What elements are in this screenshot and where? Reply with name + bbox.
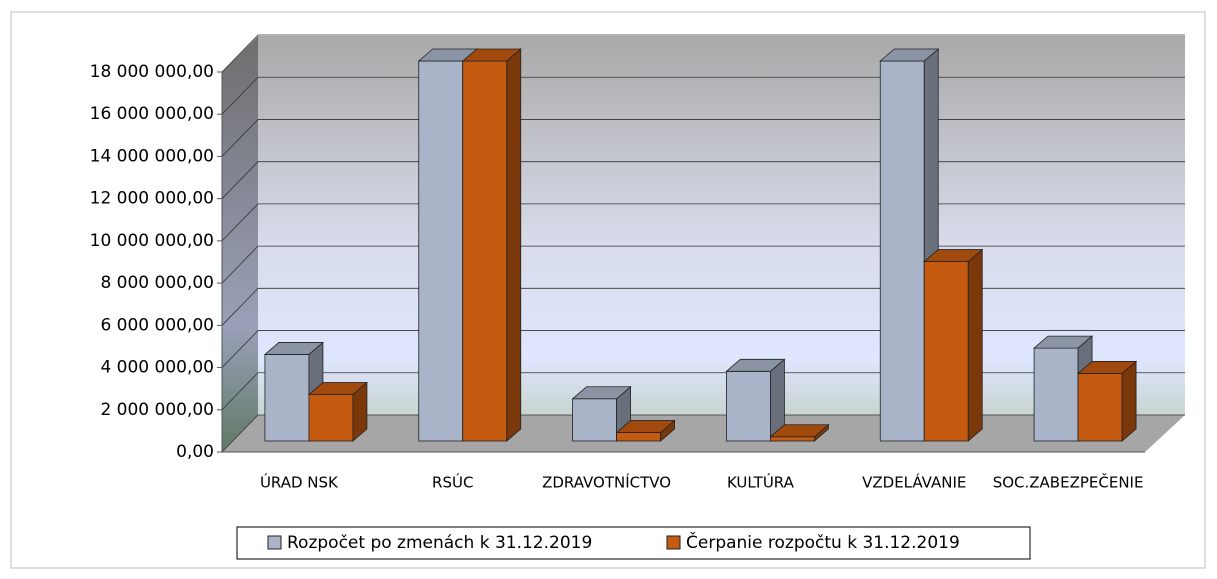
- y-tick-label: 10 000 000,00: [90, 231, 214, 251]
- bar-top: [1033, 335, 1094, 349]
- bar-front: [418, 60, 464, 442]
- bar-top: [263, 342, 324, 355]
- bar-top: [879, 48, 940, 62]
- y-tick-label: 18 000 000,00: [90, 62, 214, 82]
- bar-top: [1077, 361, 1138, 374]
- grid-line: [221, 287, 1185, 326]
- bar-top: [307, 382, 368, 395]
- grid-line: [221, 34, 1185, 73]
- legend-label: Čerpanie rozpočtu k 31.12.2019: [686, 531, 960, 553]
- bar-front: [879, 60, 925, 442]
- bar-side: [967, 248, 983, 442]
- grid-line: [221, 203, 1185, 242]
- bar: [307, 381, 368, 442]
- y-tick-label: 6 000 000,00: [100, 315, 214, 335]
- bar-front: [572, 398, 617, 442]
- y-tick-label: 12 000 000,00: [90, 189, 214, 209]
- bar: [615, 419, 676, 442]
- legend: [236, 526, 1031, 560]
- grid-line: [221, 119, 1185, 157]
- x-tick-label: SOC.ZABEZPEČENIE: [993, 473, 1144, 492]
- bar-front: [1077, 373, 1123, 442]
- legend-swatch: [666, 535, 681, 550]
- bar: [769, 423, 830, 442]
- grid-line: [221, 414, 1185, 453]
- bar-side: [506, 48, 522, 442]
- bar-front: [726, 370, 771, 442]
- y-tick-label: 16 000 000,00: [90, 104, 214, 124]
- bar-top: [615, 420, 676, 433]
- bar-front: [770, 436, 815, 442]
- bar-top: [725, 358, 786, 372]
- bar: [461, 48, 522, 442]
- side-wall: [222, 36, 258, 452]
- x-tick-label: RSÚC: [432, 473, 473, 492]
- y-tick-label: 4 000 000,00: [100, 358, 214, 378]
- x-tick-label: ZDRAVOTNÍCTVO: [542, 473, 671, 492]
- bar-top: [571, 386, 632, 400]
- bar-top: [923, 249, 984, 262]
- y-tick-label: 14 000 000,00: [90, 146, 214, 166]
- bar-top: [769, 424, 830, 438]
- legend-label: Rozpočet po zmenách k 31.12.2019: [287, 533, 592, 553]
- bar-front: [923, 261, 969, 442]
- bar-front: [264, 354, 310, 442]
- bar-front: [462, 60, 508, 442]
- x-tick-label: VZDELÁVANIE: [862, 473, 966, 492]
- bar: [923, 248, 984, 442]
- y-tick-label: 8 000 000,00: [100, 273, 214, 293]
- grid-line: [221, 76, 1185, 115]
- bar-front: [308, 394, 354, 442]
- grid-line: [221, 161, 1185, 199]
- x-tick-label: KULTÚRA: [727, 473, 795, 492]
- x-tick-label: ÚRAD NSK: [260, 473, 339, 492]
- bar-top: [461, 48, 522, 62]
- grid-line: [221, 372, 1185, 411]
- y-tick-label: 0,00: [176, 442, 214, 462]
- bar-front: [616, 432, 661, 442]
- grid-line: [221, 330, 1185, 368]
- y-tick-label: 2 000 000,00: [100, 400, 214, 420]
- bar-side: [1121, 360, 1137, 442]
- legend-swatch: [267, 535, 282, 550]
- bar-front: [1033, 347, 1079, 442]
- bar: [571, 385, 632, 442]
- bar: [1077, 360, 1138, 442]
- grid-line: [221, 245, 1185, 284]
- bar: [725, 358, 786, 442]
